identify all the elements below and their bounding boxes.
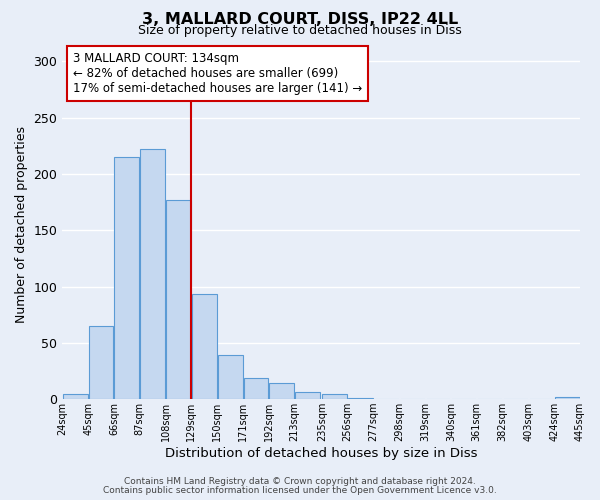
Text: 3, MALLARD COURT, DISS, IP22 4LL: 3, MALLARD COURT, DISS, IP22 4LL <box>142 12 458 28</box>
Bar <box>89 326 113 399</box>
Text: Contains public sector information licensed under the Open Government Licence v3: Contains public sector information licen… <box>103 486 497 495</box>
Bar <box>348 398 373 399</box>
Bar <box>244 378 268 399</box>
Bar <box>115 157 139 399</box>
Bar <box>295 392 320 399</box>
Bar <box>140 149 165 399</box>
Y-axis label: Number of detached properties: Number of detached properties <box>15 126 28 323</box>
X-axis label: Distribution of detached houses by size in Diss: Distribution of detached houses by size … <box>165 447 478 460</box>
Bar <box>554 397 580 399</box>
Bar <box>218 355 242 399</box>
Bar <box>322 394 347 399</box>
Bar <box>166 200 191 399</box>
Text: 3 MALLARD COURT: 134sqm
← 82% of detached houses are smaller (699)
17% of semi-d: 3 MALLARD COURT: 134sqm ← 82% of detache… <box>73 52 362 94</box>
Text: Size of property relative to detached houses in Diss: Size of property relative to detached ho… <box>138 24 462 37</box>
Text: Contains HM Land Registry data © Crown copyright and database right 2024.: Contains HM Land Registry data © Crown c… <box>124 477 476 486</box>
Bar <box>192 294 217 399</box>
Bar <box>63 394 88 399</box>
Bar <box>269 384 294 399</box>
